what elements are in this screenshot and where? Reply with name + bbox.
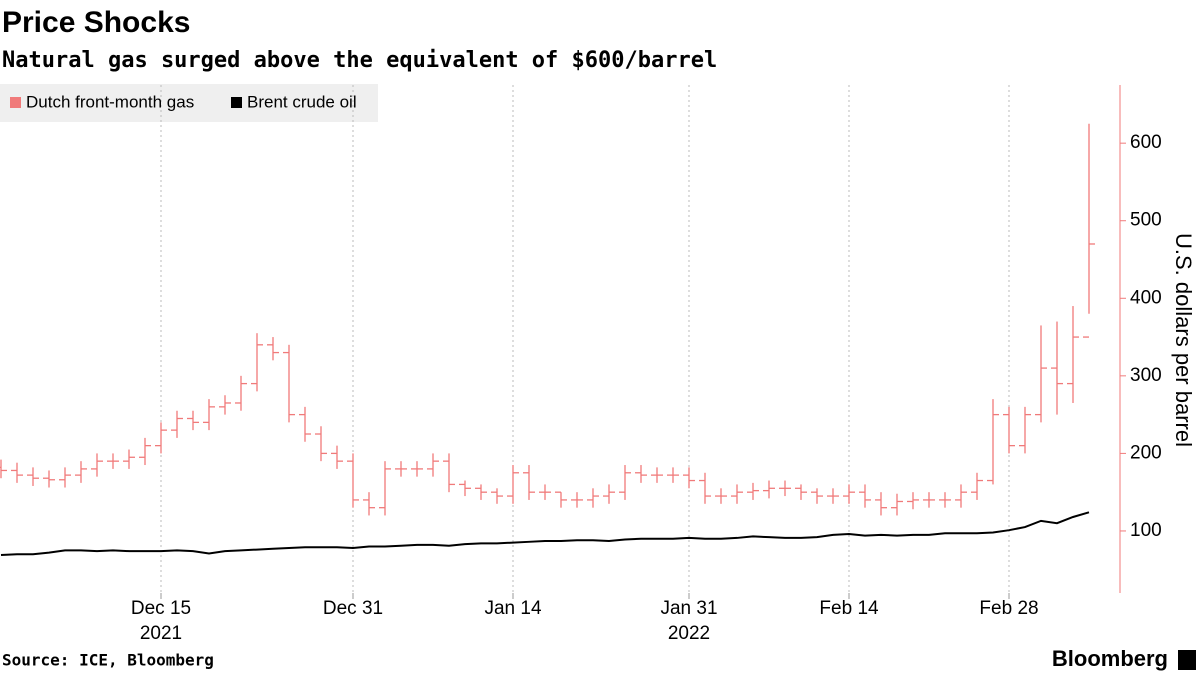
- y-tick-label: 400: [1130, 287, 1162, 308]
- source: Source: ICE, Bloomberg: [2, 651, 214, 670]
- y-tick-label: 100: [1130, 520, 1162, 541]
- y-tick-label: 500: [1130, 210, 1162, 231]
- y-tick-label: 200: [1130, 442, 1162, 463]
- legend-label: Dutch front-month gas: [26, 92, 194, 111]
- legend-label: Brent crude oil: [247, 92, 357, 111]
- line: [0, 511, 1090, 556]
- x-tick-label: Jan 14: [484, 598, 541, 619]
- legend-swatch: [231, 97, 242, 108]
- chart-title: Price Shocks: [2, 6, 190, 39]
- x-tick-label: Feb 14: [819, 598, 879, 619]
- y-axis-label: U.S. dollars per barrel: [1171, 233, 1196, 447]
- brand-icon: [1178, 650, 1196, 670]
- x-tick-label: Feb 28: [979, 598, 1038, 619]
- chart-subtitle: Natural gas surged above the equivalent …: [2, 48, 717, 73]
- y-tick-label: 600: [1130, 132, 1162, 153]
- legend-swatch: [10, 97, 21, 108]
- x-tick-label: Dec 15: [131, 598, 191, 619]
- legend-box: [0, 84, 378, 122]
- brand: Bloomberg: [1052, 646, 1168, 671]
- year-label: 2022: [668, 623, 710, 644]
- y-tick-label: 300: [1130, 365, 1162, 386]
- x-tick-label: Dec 31: [323, 598, 383, 619]
- year-label: 2021: [140, 623, 182, 644]
- x-tick-label: Jan 31: [660, 598, 717, 619]
